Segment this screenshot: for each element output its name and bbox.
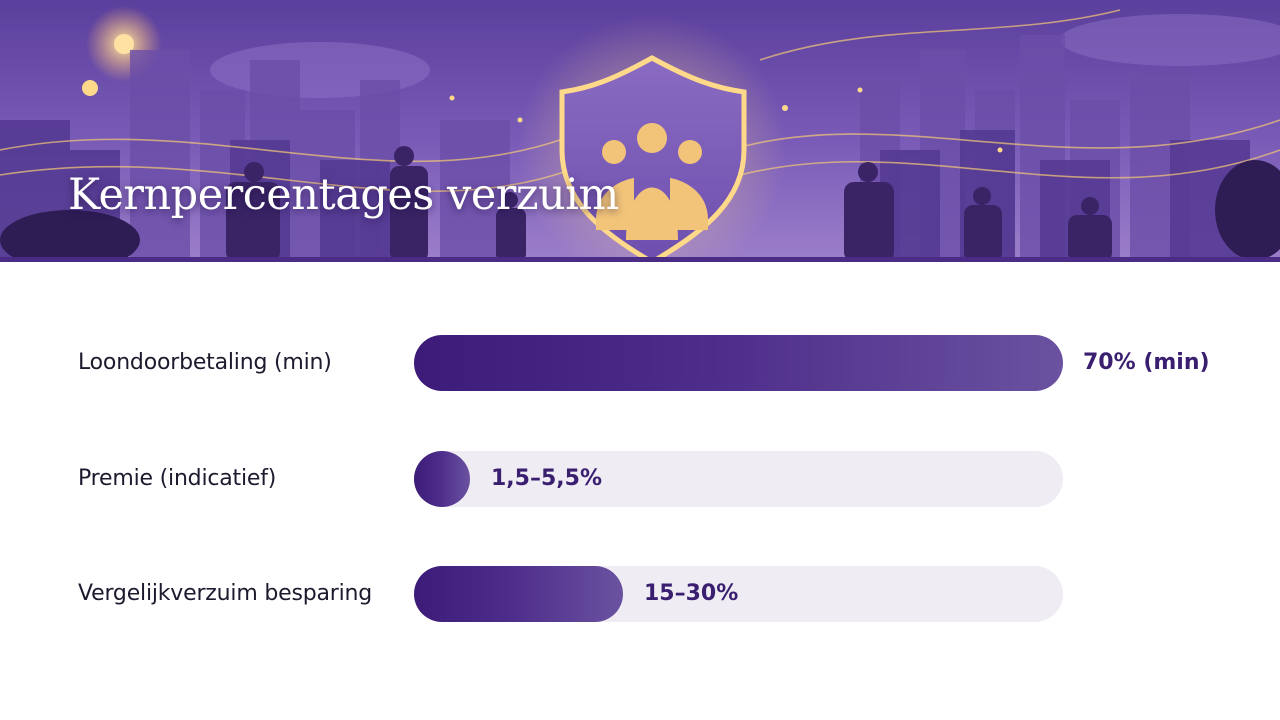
people-icon [596,123,708,240]
bar-row: Premie (indicatief) 1,5–5,5% [0,451,1280,507]
bar-track [414,335,1063,391]
bar-track [414,451,1063,507]
city-skyline-illustration [0,0,1280,262]
banner-divider [0,257,1280,262]
bar-fill [414,335,1063,391]
bar-row: Loondoorbetaling (min) 70% (min) [0,335,1280,391]
bar-category-label: Loondoorbetaling (min) [78,350,332,375]
bar-track [414,566,1063,622]
bar-value-label: 70% (min) [1083,350,1210,375]
bar-row: Vergelijkverzuim besparing 15–30% [0,566,1280,622]
bar-value-label: 1,5–5,5% [491,466,602,491]
bar-fill [414,451,470,507]
bar-category-label: Premie (indicatief) [78,466,277,491]
bar-fill [414,566,623,622]
bar-category-label: Vergelijkverzuim besparing [78,581,373,606]
bar-value-label: 15–30% [644,581,739,606]
header-banner [0,0,1280,262]
slide-title: Kernpercentages verzuim [68,170,619,220]
